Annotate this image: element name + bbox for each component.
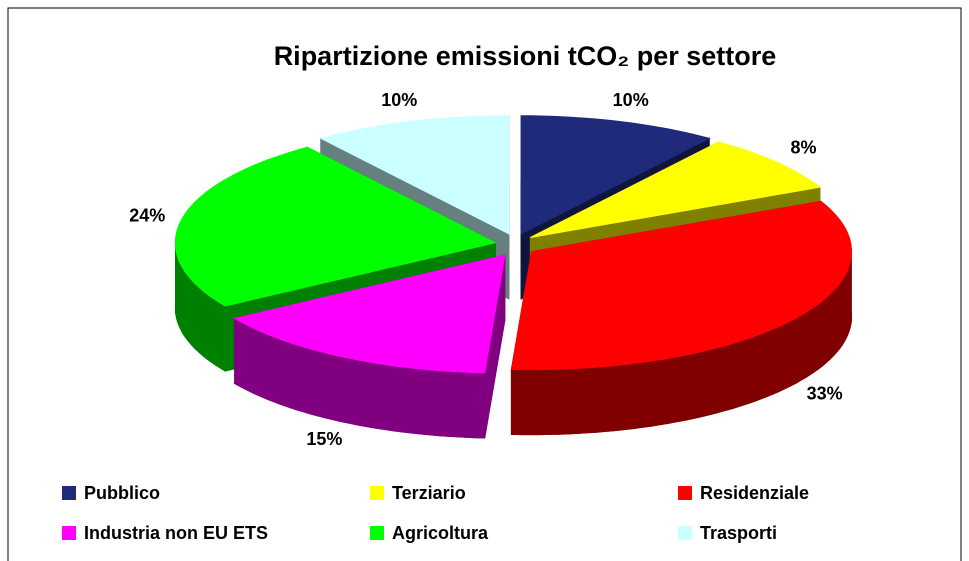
legend-swatch bbox=[678, 526, 692, 540]
legend-swatch bbox=[62, 486, 76, 500]
data-label: 33% bbox=[807, 384, 843, 404]
legend-label: Trasporti bbox=[700, 523, 777, 543]
slice-top bbox=[319, 115, 510, 235]
legend-label: Residenziale bbox=[700, 483, 809, 503]
legend-label: Industria non EU ETS bbox=[84, 523, 268, 543]
slice-top bbox=[174, 146, 497, 307]
pie-slice bbox=[510, 200, 853, 436]
chart-title: Ripartizione emissioni tCO₂ per settore bbox=[274, 41, 777, 71]
data-label: 24% bbox=[129, 205, 165, 225]
slice-top bbox=[520, 115, 711, 235]
pie bbox=[174, 115, 853, 439]
legend-label: Terziario bbox=[392, 483, 466, 503]
pie-slice bbox=[233, 254, 506, 439]
chart-frame bbox=[7, 7, 962, 561]
legend-swatch bbox=[678, 486, 692, 500]
legend-swatch bbox=[370, 486, 384, 500]
legend-label: Pubblico bbox=[84, 483, 160, 503]
legend-swatch bbox=[62, 526, 76, 540]
data-label: 10% bbox=[381, 90, 417, 110]
data-label: 15% bbox=[306, 429, 342, 449]
slice-top bbox=[530, 141, 822, 238]
data-label: 8% bbox=[790, 137, 816, 157]
slice-top bbox=[510, 200, 853, 371]
slice-top bbox=[233, 254, 506, 374]
legend-label: Agricoltura bbox=[392, 523, 489, 543]
legend-swatch bbox=[370, 526, 384, 540]
data-label: 10% bbox=[613, 90, 649, 110]
